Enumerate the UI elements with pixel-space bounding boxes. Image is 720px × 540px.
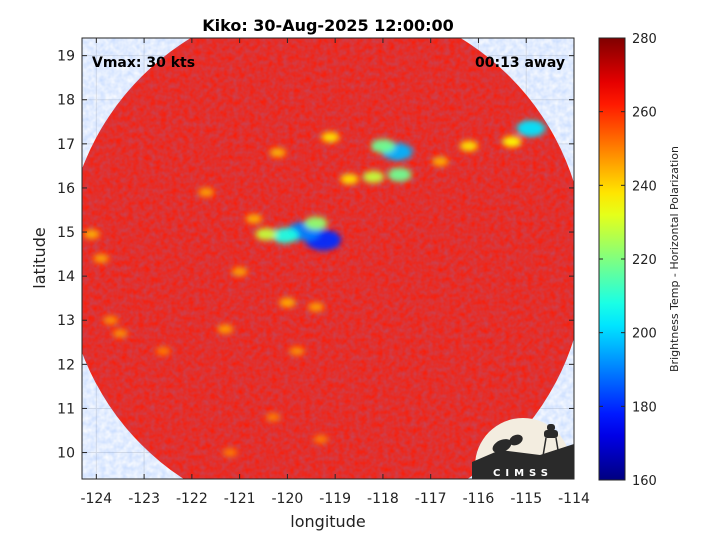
convection-cell [279, 297, 296, 308]
convection-cell [103, 315, 119, 325]
colorbar-tick-label: 180 [632, 400, 657, 415]
y-tick-label: 14 [57, 269, 75, 285]
y-axis-label: latitude [30, 227, 49, 288]
x-tick-label: -119 [319, 491, 351, 507]
x-tick-label: -122 [176, 491, 208, 507]
x-tick-label: -114 [558, 491, 590, 507]
y-tick-label: 12 [57, 357, 75, 373]
convection-cell [432, 156, 449, 167]
y-tick-label: 10 [57, 446, 75, 462]
convection-cell [93, 254, 109, 263]
convection-cell [112, 329, 128, 338]
x-tick-label: -123 [128, 491, 160, 507]
x-tick-label: -120 [272, 491, 304, 507]
y-tick-label: 11 [57, 401, 75, 417]
logo-ground [472, 444, 574, 462]
colorbar-tick-label: 260 [632, 106, 657, 121]
time-away-annotation: 00:13 away [475, 55, 565, 71]
convection-cell [271, 227, 299, 244]
colorbar-tick-label: 220 [632, 253, 657, 268]
convection-cell [308, 302, 324, 312]
y-axis: 10 11 12 13 14 15 16 17 18 19 [57, 49, 574, 462]
x-tick-label: -117 [415, 491, 447, 507]
convection-cell [198, 187, 214, 197]
convection-cell [387, 167, 412, 182]
convection-cell [502, 136, 522, 148]
water-tower-icon [544, 430, 558, 438]
cimss-logo: CIMSS [472, 418, 574, 479]
y-tick-label: 18 [57, 93, 75, 109]
x-tick-label: -115 [510, 491, 542, 507]
convection-cell [289, 346, 305, 356]
convection-cell [269, 148, 286, 158]
convection-cell [245, 214, 262, 224]
convection-cell [313, 435, 328, 444]
convection-cell [370, 139, 395, 154]
swath-layer [82, 38, 574, 479]
convection-cell [516, 120, 546, 137]
convection-cell [255, 228, 277, 241]
colorbar-tick-label: 200 [632, 327, 657, 342]
swath-texture [82, 38, 574, 479]
y-tick-label: 17 [57, 137, 75, 153]
x-axis-label: longitude [290, 512, 365, 531]
convection-cell [223, 448, 238, 457]
convection-cell [362, 170, 384, 183]
colorbar-tick-label: 280 [632, 32, 657, 47]
y-tick-label: 19 [57, 49, 75, 65]
colorbar-tick-label: 240 [632, 179, 657, 194]
convection-features [83, 120, 546, 457]
plot-frame [81, 37, 575, 480]
x-tick-label: -116 [463, 491, 495, 507]
colorbar-tick-label: 160 [632, 474, 657, 489]
convection-cell [265, 413, 281, 422]
convection-cell [83, 229, 100, 239]
vmax-annotation: Vmax: 30 kts [92, 55, 195, 71]
convection-cell [321, 132, 340, 143]
convection-cell [156, 347, 171, 356]
colorbar-axis: 160 180 200 220 240 260 280 [599, 32, 657, 489]
water-tower-top-icon [547, 424, 555, 431]
y-tick-label: 15 [57, 225, 75, 241]
logo-text: CIMSS [493, 468, 553, 479]
convection-cell [459, 140, 478, 152]
convection-cell [340, 173, 359, 185]
convection-cell [231, 267, 248, 277]
y-tick-label: 16 [57, 181, 75, 197]
chart-title: Kiko: 30-Aug-2025 12:00:00 [202, 16, 454, 35]
x-tick-label: -124 [80, 491, 112, 507]
x-axis: -124 -123 -122 -121 -120 -119 -118 -117 -116 -115… [80, 38, 590, 507]
y-tick-label: 13 [57, 313, 75, 329]
x-tick-label: -121 [224, 491, 256, 507]
satellite-dish-small-icon [509, 434, 523, 446]
convection-cell [217, 324, 233, 334]
convection-cell [304, 216, 328, 230]
x-tick-label: -118 [367, 491, 399, 507]
colorbar-label: Brightness Temp - Horizontal Polarizatio… [668, 146, 681, 372]
satellite-dish-icon [492, 439, 512, 453]
logo-banner [472, 462, 574, 479]
